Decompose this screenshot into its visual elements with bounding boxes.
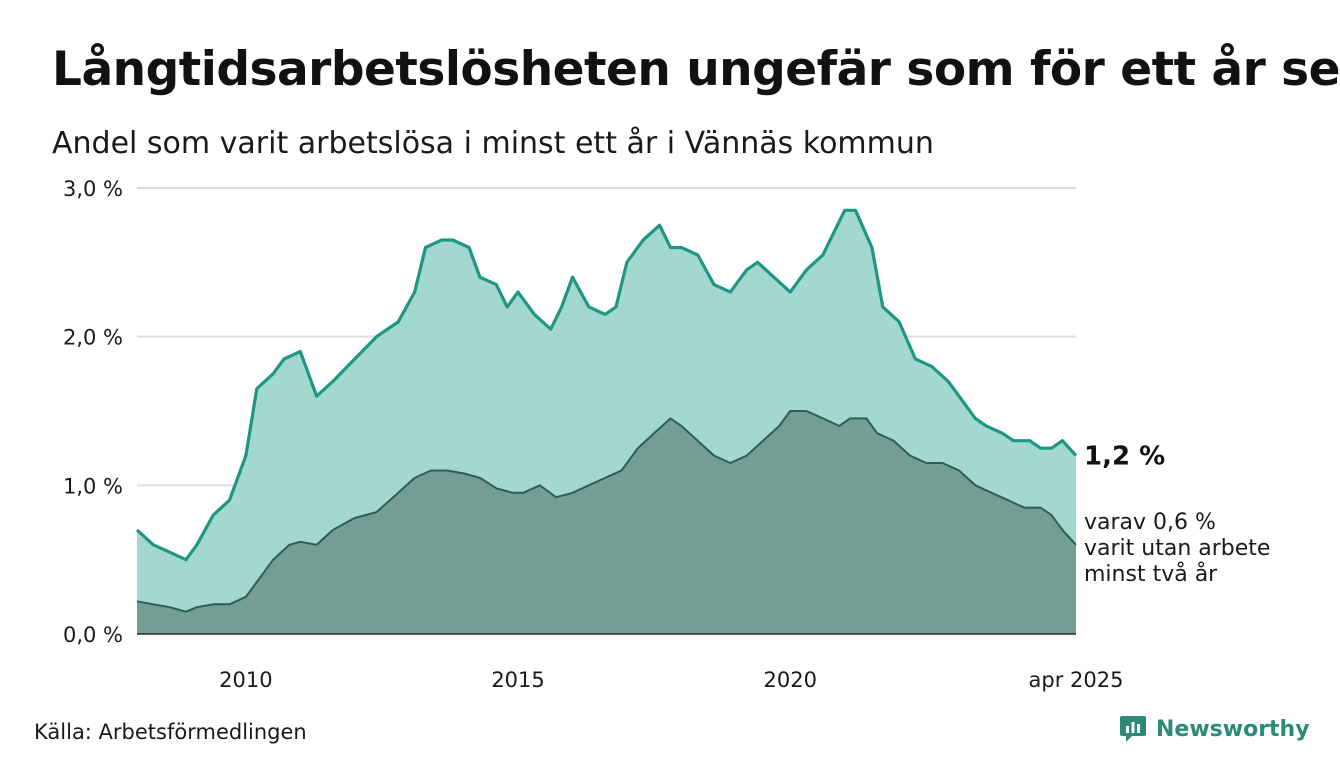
bar-chart-speech-bubble-icon [1120, 716, 1146, 742]
x-tick-label: 2020 [763, 668, 816, 692]
series2-area [137, 411, 1076, 634]
brand-logo: Newsworthy [1118, 714, 1310, 744]
y-tick-label: 1,0 % [63, 474, 123, 498]
y-tick-label: 3,0 % [63, 177, 123, 201]
brand-name: Newsworthy [1156, 716, 1310, 742]
chart-subtitle: Andel som varit arbetslösa i minst ett å… [52, 126, 934, 161]
x-tick-label: 2015 [491, 668, 544, 692]
series1-line [135, 208, 1078, 562]
series2-end-label-line: varav 0,6 % [1084, 510, 1216, 535]
y-tick-label: 2,0 % [63, 326, 123, 350]
source-note: Källa: Arbetsförmedlingen [34, 720, 307, 744]
chart-title: Långtidsarbetslösheten ungefär som för e… [52, 42, 1340, 97]
series2-end-label-line: minst två år [1084, 561, 1218, 587]
series2-line [136, 410, 1077, 613]
y-tick-label: 0,0 % [63, 623, 123, 647]
series1-end-label: 1,2 % [1084, 442, 1165, 472]
x-tick-label: 2010 [219, 668, 272, 692]
x-tick-label: apr 2025 [1029, 668, 1124, 692]
series2-end-label-line: varit utan arbete [1084, 536, 1270, 561]
